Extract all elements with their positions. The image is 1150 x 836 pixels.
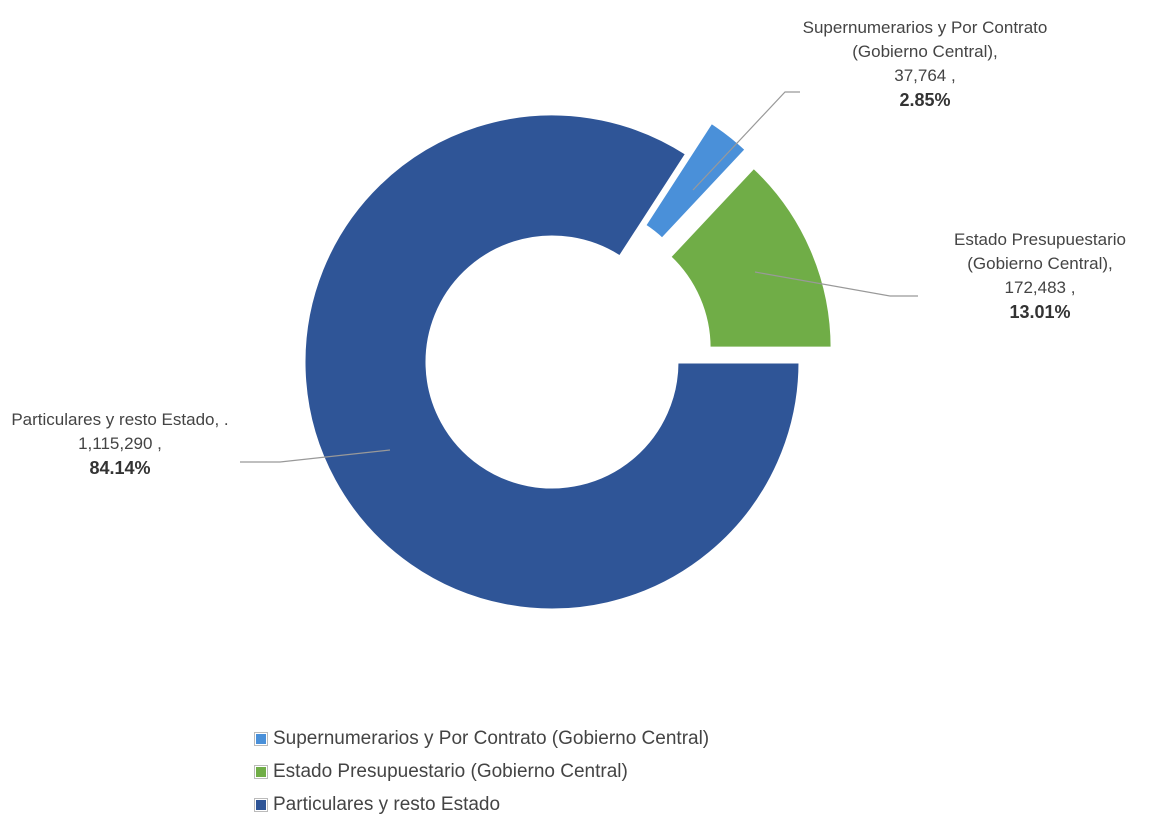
value-label: 1,115,290 ,	[78, 434, 162, 453]
label-name: Supernumerarios y Por Contrato (Gobierno…	[802, 18, 1048, 61]
legend-label: Estado Presupuestario (Gobierno Central)	[273, 761, 628, 782]
percent-label: 2.85%	[899, 90, 951, 110]
legend-item: Estado Presupuestario (Gobierno Central)	[254, 761, 628, 783]
legend-swatch	[254, 732, 268, 746]
percent-label: 84.14%	[89, 458, 151, 478]
legend-item: Particulares y resto Estado	[254, 794, 501, 816]
value-label: 37,764 ,	[894, 66, 956, 85]
legend-swatch	[254, 798, 268, 812]
leader-lines	[240, 91, 918, 463]
legend-label: Particulares y resto Estado	[273, 794, 501, 815]
value-label: 172,483 ,	[1004, 278, 1076, 297]
label-name: Estado Presupuestario (Gobierno Central)…	[954, 230, 1126, 273]
percent-label: 13.01%	[1009, 302, 1071, 322]
label-name: Particulares y resto Estado, .	[11, 410, 229, 429]
data-label: Particulares y resto Estado, . 1,115,290 …	[0, 408, 240, 481]
slices	[302, 112, 834, 612]
leader-line	[754, 271, 918, 297]
legend-label: Supernumerarios y Por Contrato (Gobierno…	[273, 728, 710, 749]
slice	[642, 120, 749, 242]
percent-row: 2.85%	[800, 88, 1050, 113]
legend-item: Supernumerarios y Por Contrato (Gobierno…	[254, 728, 710, 750]
leader-line	[240, 449, 391, 463]
data-label: Estado Presupuestario (Gobierno Central)…	[920, 228, 1150, 325]
slice	[667, 165, 834, 350]
leader-line	[692, 91, 800, 191]
legend-swatch	[254, 765, 268, 779]
slice	[302, 112, 802, 612]
percent-row: 13.01%	[920, 300, 1150, 325]
data-label: Supernumerarios y Por Contrato (Gobierno…	[800, 16, 1050, 113]
percent-row: 84.14%	[0, 456, 240, 481]
